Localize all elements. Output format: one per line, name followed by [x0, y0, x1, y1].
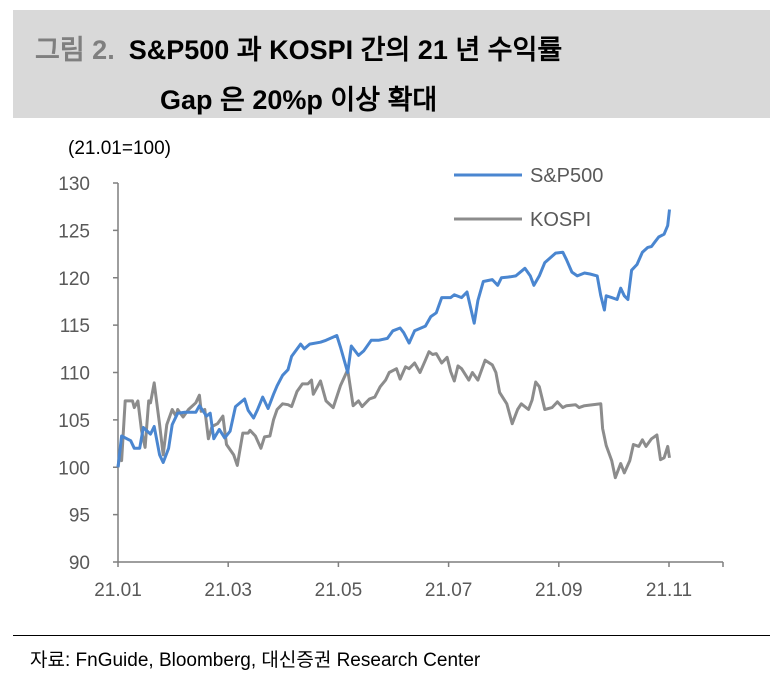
footer-divider [13, 635, 770, 636]
x-tick-label: 21.01 [94, 580, 142, 601]
y-tick-label: 95 [69, 506, 90, 527]
x-tick-label: 21.09 [535, 580, 583, 601]
y-tick-label: 100 [58, 458, 90, 479]
source-note: 자료: FnGuide, Bloomberg, 대신증권 Research Ce… [30, 650, 481, 671]
y-tick-label: 105 [58, 411, 90, 432]
y-tick-label: 120 [58, 269, 90, 290]
y-axis-unit-label: (21.01=100) [68, 138, 171, 159]
x-tick-label: 21.07 [425, 580, 473, 601]
y-tick-label: 110 [60, 364, 90, 385]
x-tick-label: 21.05 [315, 580, 363, 601]
x-tick-label: 21.03 [204, 580, 252, 601]
legend-label: S&P500 [530, 165, 603, 187]
y-tick-label: 125 [58, 221, 90, 242]
y-tick-label: 115 [60, 316, 90, 337]
series-line-kospi [116, 350, 671, 480]
chart-title-line1: 그림 2. S&P500 과 KOSPI 간의 21 년 수익률 [35, 28, 562, 67]
chart-title-line2: Gap 은 20%p 이상 확대 [160, 85, 438, 115]
title-bar: 그림 2. S&P500 과 KOSPI 간의 21 년 수익률 Gap 은 20… [13, 10, 770, 118]
x-tick-label: 21.11 [646, 580, 692, 601]
y-tick-label: 90 [69, 553, 90, 574]
legend-label: KOSPI [530, 209, 591, 231]
figure-label: 그림 2. [35, 35, 115, 65]
title-text-1: S&P500 과 KOSPI 간의 21 년 수익률 [128, 35, 563, 65]
y-tick-label: 130 [58, 174, 90, 195]
series-line-sp500 [116, 209, 671, 468]
